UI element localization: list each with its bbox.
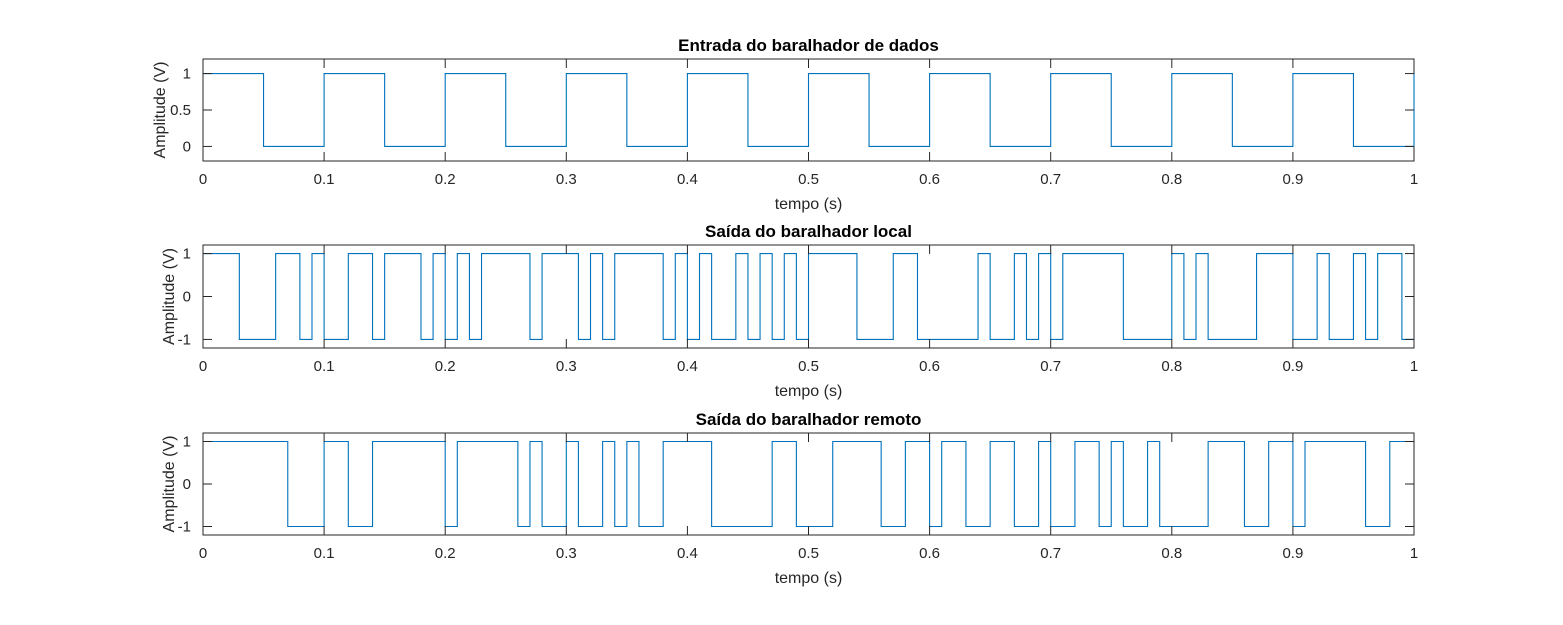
signal-line — [203, 440, 1414, 528]
x-tick-label: 0.4 — [677, 358, 698, 375]
subplot-2: 0 0.1 0.2 0.3 0.4 0.5 0.6 0.7 0.8 0.9 1 -1 0 1 Saída d… — [161, 222, 1418, 400]
x-tick-label: 0.4 — [677, 545, 698, 562]
axes-box — [202, 432, 1415, 536]
y-axis-label: Amplitude (V) — [161, 248, 178, 345]
y-tick-label: 1 — [183, 246, 191, 263]
signal-line — [203, 253, 1414, 340]
x-tick-label: 0.7 — [1040, 358, 1061, 375]
x-tick-label: 0.6 — [919, 545, 940, 562]
x-tick-label: 0 — [199, 545, 207, 562]
x-tick-label: 0.5 — [798, 171, 819, 188]
x-tick-label: 0.3 — [556, 545, 577, 562]
x-tick-label: 1 — [1410, 545, 1418, 562]
x-tick-label: 0.7 — [1040, 171, 1061, 188]
x-tick-label: 0.5 — [798, 358, 819, 375]
x-axis-label: tempo (s) — [775, 383, 843, 400]
y-tick-label: 0 — [183, 476, 191, 493]
x-tick-label: 0.4 — [677, 171, 698, 188]
y-tick-label: 1 — [183, 434, 191, 451]
subplot-3: 0 0.1 0.2 0.3 0.4 0.5 0.6 0.7 0.8 0.9 1 -1 0 1 Saída d… — [161, 410, 1418, 587]
x-tick-label: 0.1 — [314, 545, 335, 562]
x-tick-label: 0.8 — [1161, 545, 1182, 562]
y-tick-label: 0 — [183, 289, 191, 306]
x-tick-label: 0.3 — [556, 358, 577, 375]
x-tick-label: 0.8 — [1161, 358, 1182, 375]
x-axis-label: tempo (s) — [775, 196, 843, 213]
y-axis-label: Amplitude (V) — [161, 436, 178, 533]
x-axis-label: tempo (s) — [775, 570, 843, 587]
x-tick-label: 0.2 — [435, 171, 456, 188]
y-tick-label: -1 — [178, 519, 191, 536]
y-tick-label: 0.5 — [170, 102, 191, 119]
y-tick-label: 1 — [183, 66, 191, 83]
y-axis-label: Amplitude (V) — [152, 62, 169, 159]
y-tick-label: -1 — [178, 331, 191, 348]
x-tick-label: 0.2 — [435, 545, 456, 562]
signal-line — [203, 73, 1415, 147]
x-tick-label: 0.9 — [1282, 358, 1303, 375]
x-tick-label: 1 — [1410, 171, 1418, 188]
chart-title: Saída do baralhador local — [705, 222, 912, 241]
x-tick-label: 0.6 — [919, 358, 940, 375]
x-tick-label: 0.2 — [435, 358, 456, 375]
x-tick-label: 0.7 — [1040, 545, 1061, 562]
x-tick-label: 0.3 — [556, 171, 577, 188]
x-tick-label: 0.6 — [919, 171, 940, 188]
subplot-1: 0 0.1 0.2 0.3 0.4 0.5 0.6 0.7 0.8 0.9 1 0 0.5 1 Entrad… — [152, 36, 1418, 213]
x-tick-label: 0.1 — [314, 358, 335, 375]
x-tick-label: 1 — [1410, 358, 1418, 375]
y-tick-label: 0 — [183, 138, 191, 155]
x-tick-label: 0.5 — [798, 545, 819, 562]
x-tick-label: 0 — [199, 171, 207, 188]
x-tick-label: 0.9 — [1282, 545, 1303, 562]
x-tick-label: 0.1 — [314, 171, 335, 188]
x-tick-label: 0.8 — [1161, 171, 1182, 188]
chart-title: Entrada do baralhador de dados — [678, 36, 939, 55]
chart-title: Saída do baralhador remoto — [696, 410, 922, 429]
x-tick-label: 0 — [199, 358, 207, 375]
x-tick-label: 0.9 — [1282, 171, 1303, 188]
